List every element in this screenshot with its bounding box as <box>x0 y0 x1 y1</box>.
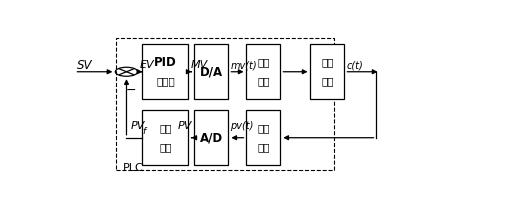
Text: 机构: 机构 <box>257 76 270 86</box>
Bar <box>195 44 229 99</box>
Text: D/A: D/A <box>200 65 223 78</box>
Bar <box>311 44 344 99</box>
Text: PV: PV <box>178 121 192 131</box>
Bar <box>117 38 334 170</box>
Bar <box>247 44 281 99</box>
Text: 被控: 被控 <box>321 57 334 68</box>
Text: SV: SV <box>76 59 92 72</box>
Text: pv(t): pv(t) <box>231 121 254 131</box>
Text: EV: EV <box>140 60 154 70</box>
Text: 调节器: 调节器 <box>156 76 175 86</box>
Text: 执行: 执行 <box>257 57 270 68</box>
Bar <box>195 110 229 165</box>
Text: 数字: 数字 <box>159 124 172 133</box>
Text: c(t): c(t) <box>346 60 363 70</box>
Text: PID: PID <box>154 56 177 69</box>
Text: 对象: 对象 <box>321 76 334 86</box>
Text: MV: MV <box>190 60 208 70</box>
Text: mv(t): mv(t) <box>231 60 257 70</box>
Text: PV: PV <box>131 121 145 131</box>
Text: 滤波: 滤波 <box>159 142 172 152</box>
Text: 测量: 测量 <box>257 124 270 133</box>
Text: 变送: 变送 <box>257 142 270 152</box>
Text: −: − <box>126 84 137 97</box>
Text: PLC: PLC <box>122 163 143 172</box>
Text: A/D: A/D <box>200 131 223 144</box>
Bar <box>247 110 281 165</box>
Text: f: f <box>142 127 146 136</box>
Bar <box>142 110 188 165</box>
Bar <box>142 44 188 99</box>
